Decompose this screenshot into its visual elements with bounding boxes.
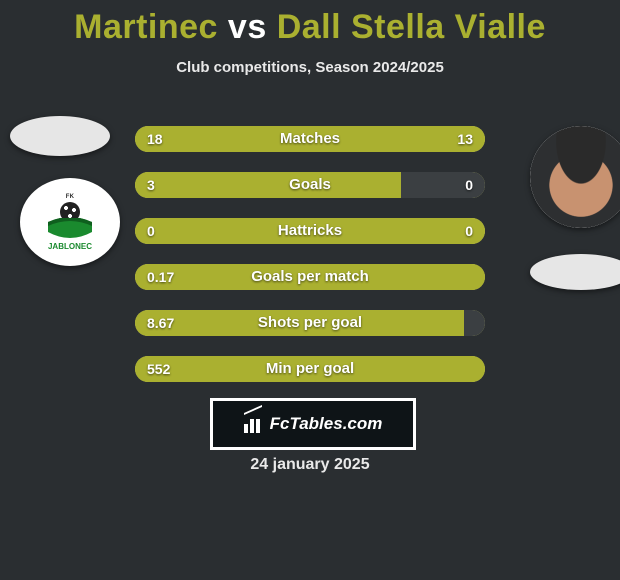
club-logo-shield xyxy=(48,200,92,244)
stat-label: Goals xyxy=(135,172,485,198)
stat-row: 8.67Shots per goal xyxy=(135,302,485,348)
player2-photo xyxy=(530,126,620,228)
stat-row: 00Hattricks xyxy=(135,210,485,256)
player1-photo-placeholder xyxy=(10,116,110,156)
stat-row: 1813Matches xyxy=(135,118,485,164)
brand-text: FcTables.com xyxy=(270,414,383,434)
face-icon xyxy=(530,126,620,228)
stat-label: Shots per goal xyxy=(135,310,485,336)
fctables-logo-icon xyxy=(244,415,264,433)
stat-label: Goals per match xyxy=(135,264,485,290)
stat-label: Matches xyxy=(135,126,485,152)
subtitle: Club competitions, Season 2024/2025 xyxy=(0,59,620,76)
stat-label: Min per goal xyxy=(135,356,485,382)
title-vs: vs xyxy=(228,8,267,46)
brand-badge: FcTables.com xyxy=(210,398,416,450)
stat-label: Hattricks xyxy=(135,218,485,244)
stat-row: 552Min per goal xyxy=(135,348,485,394)
club-logo-swoosh xyxy=(48,218,92,244)
date-label: 24 january 2025 xyxy=(0,456,620,474)
player1-club-badge: FK JABLONEC xyxy=(20,178,120,266)
page-title: Martinec vs Dall Stella Vialle xyxy=(0,0,620,47)
club-logo: FK JABLONEC xyxy=(28,187,112,257)
stat-row: 30Goals xyxy=(135,164,485,210)
comparison-card: Martinec vs Dall Stella Vialle Club comp… xyxy=(0,0,620,580)
stat-row: 0.17Goals per match xyxy=(135,256,485,302)
stats-column: 1813Matches30Goals00Hattricks0.17Goals p… xyxy=(135,118,485,394)
player2-name: Dall Stella Vialle xyxy=(277,8,546,46)
player2-club-badge-placeholder xyxy=(530,254,620,290)
player1-name: Martinec xyxy=(74,8,218,46)
